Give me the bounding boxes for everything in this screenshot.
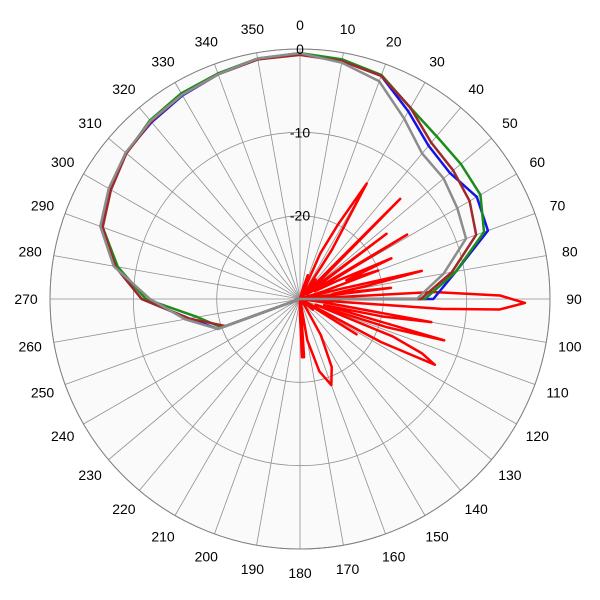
- angle-tick-label: 140: [464, 501, 488, 517]
- angle-tick-label: 50: [502, 115, 518, 131]
- angle-gridline: [108, 137, 301, 300]
- angle-tick-label: 280: [18, 243, 42, 259]
- radial-gridline: [132, 131, 468, 467]
- angle-tick-label: 270: [14, 291, 38, 307]
- angle-tick-label: 300: [51, 154, 75, 170]
- angle-gridline: [299, 52, 344, 300]
- angle-gridline: [83, 173, 301, 300]
- angle-gridline: [174, 82, 301, 300]
- angle-tick-label: 180: [288, 565, 312, 581]
- angle-tick-label: 210: [151, 528, 175, 544]
- angle-tick-label: 120: [526, 428, 550, 444]
- angle-tick-label: 250: [31, 385, 55, 401]
- angle-tick-label: 0: [296, 17, 304, 33]
- angle-tick-label: 70: [550, 197, 566, 213]
- angle-gridline: [138, 298, 301, 491]
- angle-gridline: [299, 298, 517, 425]
- angle-tick-label: 200: [195, 548, 219, 564]
- angle-gridline: [299, 63, 386, 300]
- angle-tick-label: 110: [546, 385, 569, 401]
- radial-tick-label: 0: [296, 41, 304, 57]
- angle-gridline: [256, 298, 301, 546]
- angle-gridline: [214, 298, 301, 535]
- angle-tick-label: 30: [429, 54, 445, 70]
- angle-tick-label: 320: [112, 81, 136, 97]
- angle-tick-label: 150: [425, 528, 449, 544]
- angle-gridline: [256, 52, 301, 300]
- angle-gridline: [138, 107, 301, 300]
- angle-tick-label: 20: [386, 34, 402, 50]
- angle-tick-label: 220: [112, 501, 136, 517]
- angle-gridline: [53, 255, 301, 300]
- radial-tick-label: -10: [290, 124, 310, 140]
- angle-gridline: [299, 298, 462, 491]
- angle-tick-label: 340: [195, 34, 219, 50]
- angle-gridline: [299, 298, 386, 535]
- angle-tick-label: 330: [151, 54, 175, 70]
- angle-gridline: [64, 213, 301, 300]
- angle-gridline: [53, 298, 301, 343]
- angle-gridline: [299, 298, 492, 461]
- radial-tick-label: -20: [290, 208, 310, 224]
- angle-tick-label: 310: [78, 115, 102, 131]
- series-line: [99, 51, 468, 331]
- angle-tick-label: 350: [241, 21, 265, 37]
- angle-tick-label: 40: [468, 81, 484, 97]
- angle-tick-label: 190: [241, 561, 265, 577]
- angle-tick-label: 60: [530, 154, 546, 170]
- angle-tick-label: 170: [336, 561, 360, 577]
- angle-tick-label: 260: [18, 339, 42, 355]
- angle-gridline: [108, 298, 301, 461]
- label-layer: 0 10 20 30 40 50 60 70 80 90 100 110 120 130 140 150 160…: [14, 17, 582, 581]
- angle-tick-label: 80: [562, 243, 578, 259]
- angle-gridline: [214, 63, 301, 300]
- series-layer: [99, 51, 527, 387]
- angle-gridline: [299, 137, 492, 300]
- angle-gridline: [299, 107, 462, 300]
- angle-tick-label: 100: [558, 339, 582, 355]
- angle-tick-label: 160: [382, 548, 406, 564]
- outer-ring: [49, 48, 551, 550]
- series-line: [298, 182, 527, 387]
- angle-tick-label: 90: [566, 291, 582, 307]
- angle-tick-label: 240: [51, 428, 75, 444]
- angle-tick-label: 10: [340, 21, 356, 37]
- angle-gridline: [174, 298, 301, 516]
- angle-tick-label: 290: [31, 197, 55, 213]
- angle-gridline: [83, 298, 301, 425]
- angle-tick-label: 130: [498, 467, 522, 483]
- angle-tick-label: 230: [78, 467, 102, 483]
